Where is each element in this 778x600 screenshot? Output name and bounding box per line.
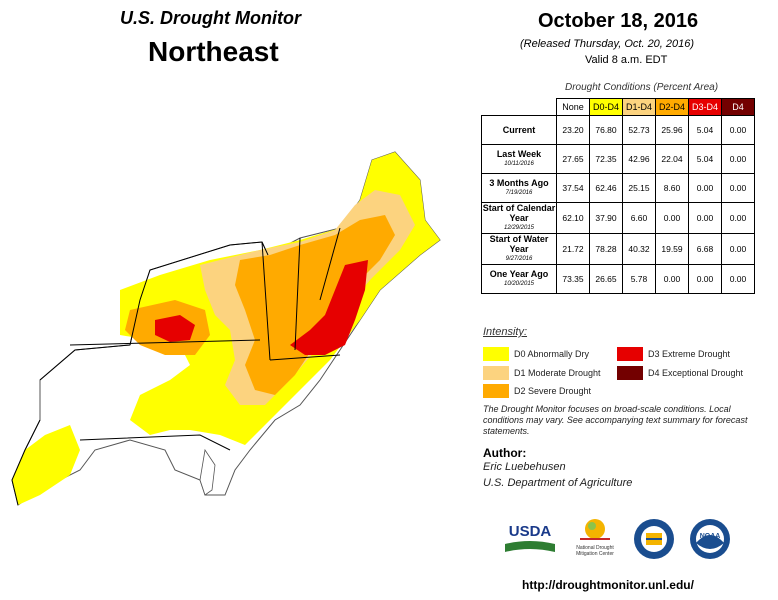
commerce-seal-logo [634, 519, 674, 559]
table-cell: 0.00 [655, 202, 689, 234]
svg-text:NOAA: NOAA [700, 533, 721, 540]
svg-text:Mitigation Center: Mitigation Center [576, 551, 614, 557]
website-url[interactable]: http://droughtmonitor.unl.edu/ [522, 578, 694, 592]
conditions-table: None D0-D4 D1-D4 D2-D4 D3-D4 D4 Current … [481, 98, 755, 294]
column-header: D3-D4 [688, 98, 722, 116]
author-name: Eric Luebehusen [483, 461, 566, 473]
table-cell: 52.73 [622, 115, 656, 145]
table-cell: 0.00 [721, 173, 755, 203]
column-header: D1-D4 [622, 98, 656, 116]
table-cell: 0.00 [688, 264, 722, 294]
ndmc-logo: National Drought Mitigation Center [576, 519, 614, 557]
column-header: None [556, 98, 590, 116]
table-cell: 0.00 [721, 144, 755, 174]
drought-map [11, 151, 441, 506]
map-region-d3 [290, 260, 368, 355]
map-region-d2 [235, 215, 395, 395]
column-header: D2-D4 [655, 98, 689, 116]
table-cell: 19.59 [655, 233, 689, 265]
region-title: Northeast [148, 36, 279, 67]
column-header: D0-D4 [589, 98, 623, 116]
table-header-row: None D0-D4 D1-D4 D2-D4 D3-D4 D4 [482, 98, 755, 116]
legend-label-d1: D1 Moderate Drought [514, 368, 601, 378]
table-row: Start of Water Year 9/27/2016 21.72 78.28… [481, 233, 755, 265]
table-cell: 5.04 [688, 144, 722, 174]
legend-swatch-d0 [483, 347, 509, 361]
table-row: Start of Calendar Year 12/29/2015 62.10 3… [481, 202, 755, 234]
table-row: One Year Ago 10/20/2015 73.35 26.65 5.78 … [481, 264, 755, 294]
legend-label-d2: D2 Severe Drought [514, 386, 592, 396]
row-label: Start of Calendar Year 12/29/2015 [481, 202, 557, 234]
author-org: U.S. Department of Agriculture [483, 477, 633, 489]
table-cell: 27.65 [556, 144, 590, 174]
valid-time: Valid 8 a.m. EDT [585, 54, 668, 66]
row-label: Current [481, 115, 557, 145]
legend-swatch-d2 [483, 384, 509, 398]
table-cell: 0.00 [721, 264, 755, 294]
table-cell: 72.35 [589, 144, 623, 174]
table-cell: 0.00 [721, 115, 755, 145]
row-label: One Year Ago 10/20/2015 [481, 264, 557, 294]
map-title: U.S. Drought Monitor [120, 8, 301, 28]
table-cell: 42.96 [622, 144, 656, 174]
table-cell: 0.00 [688, 202, 722, 234]
map-date: October 18, 2016 [538, 10, 699, 32]
table-cell: 0.00 [688, 173, 722, 203]
map-region-d0-south [12, 425, 80, 505]
legend-title: Intensity: [483, 326, 528, 338]
table-cell: 40.32 [622, 233, 656, 265]
table-cell: 22.04 [655, 144, 689, 174]
table-cell: 21.72 [556, 233, 590, 265]
legend-label-d4: D4 Exceptional Drought [648, 368, 744, 378]
legend-swatch-d3 [617, 347, 643, 361]
release-date: (Released Thursday, Oct. 20, 2016) [520, 38, 695, 50]
table-cell: 76.80 [589, 115, 623, 145]
table-cell: 6.68 [688, 233, 722, 265]
table-cell: 8.60 [655, 173, 689, 203]
conditions-title: Drought Conditions (Percent Area) [565, 82, 719, 93]
table-row: Last Week 10/11/2016 27.65 72.35 42.96 22… [481, 144, 755, 174]
table-cell: 26.65 [589, 264, 623, 294]
table-cell: 25.15 [622, 173, 656, 203]
table-cell: 62.10 [556, 202, 590, 234]
table-cell: 25.96 [655, 115, 689, 145]
legend-label-d3: D3 Extreme Drought [648, 349, 731, 359]
row-label: Last Week 10/11/2016 [481, 144, 557, 174]
legend-swatch-d1 [483, 366, 509, 380]
table-cell: 78.28 [589, 233, 623, 265]
table-cell: 0.00 [721, 202, 755, 234]
table-cell: 62.46 [589, 173, 623, 203]
legend-swatch-d4 [617, 366, 643, 380]
legend-label-d0: D0 Abnormally Dry [514, 349, 590, 359]
table-cell: 37.90 [589, 202, 623, 234]
table-cell: 0.00 [655, 264, 689, 294]
column-header: D4 [721, 98, 755, 116]
table-cell: 37.54 [556, 173, 590, 203]
table-cell: 23.20 [556, 115, 590, 145]
table-cell: 5.78 [622, 264, 656, 294]
svg-text:National Drought: National Drought [576, 545, 614, 551]
row-label: 3 Months Ago 7/19/2016 [481, 173, 557, 203]
usda-logo: USDA [505, 523, 555, 552]
chesapeake-bay [199, 448, 216, 496]
table-row: Current 23.20 76.80 52.73 25.96 5.04 0.0… [481, 115, 755, 145]
table-corner [482, 99, 557, 116]
author-label: Author: [483, 446, 527, 460]
state-borders [11, 227, 341, 506]
table-row: 3 Months Ago 7/19/2016 37.54 62.46 25.15 … [481, 173, 755, 203]
table-cell: 5.04 [688, 115, 722, 145]
table-cell: 0.00 [721, 233, 755, 265]
map-region-d3-west [155, 315, 195, 342]
row-label: Start of Water Year 9/27/2016 [481, 233, 557, 265]
table-cell: 73.35 [556, 264, 590, 294]
noaa-logo: NOAA [690, 519, 730, 559]
svg-text:USDA: USDA [509, 523, 552, 540]
table-cell: 6.60 [622, 202, 656, 234]
disclaimer-note: The Drought Monitor focuses on broad-sca… [483, 404, 748, 436]
